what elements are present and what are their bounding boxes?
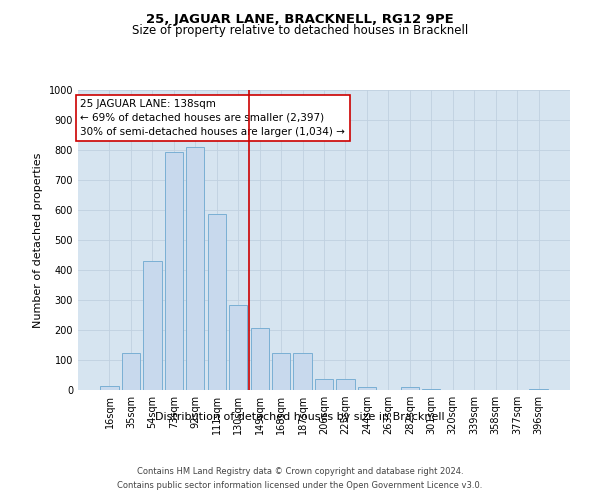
Text: Contains public sector information licensed under the Open Government Licence v3: Contains public sector information licen… (118, 481, 482, 490)
Bar (272, 352, 290, 390)
Bar (186, 147, 205, 390)
Y-axis label: Number of detached properties: Number of detached properties (33, 152, 43, 328)
Bar (208, 214, 226, 390)
Bar (122, 354, 140, 390)
Text: Distribution of detached houses by size in Bracknell: Distribution of detached houses by size … (155, 412, 445, 422)
Bar (529, 388, 548, 390)
Bar (229, 304, 247, 390)
Bar (165, 152, 183, 390)
Bar (422, 388, 440, 390)
Text: 25 JAGUAR LANE: 138sqm
← 69% of detached houses are smaller (2,397)
30% of semi-: 25 JAGUAR LANE: 138sqm ← 69% of detached… (80, 99, 346, 137)
Bar (143, 261, 161, 390)
Bar (337, 379, 355, 390)
Bar (293, 352, 311, 390)
Text: Contains HM Land Registry data © Crown copyright and database right 2024.: Contains HM Land Registry data © Crown c… (137, 468, 463, 476)
Text: 25, JAGUAR LANE, BRACKNELL, RG12 9PE: 25, JAGUAR LANE, BRACKNELL, RG12 9PE (146, 12, 454, 26)
Text: Size of property relative to detached houses in Bracknell: Size of property relative to detached ho… (132, 24, 468, 37)
Bar (100, 386, 119, 390)
Bar (251, 328, 269, 390)
Bar (358, 387, 376, 390)
Bar (315, 379, 333, 390)
Bar (401, 387, 419, 390)
